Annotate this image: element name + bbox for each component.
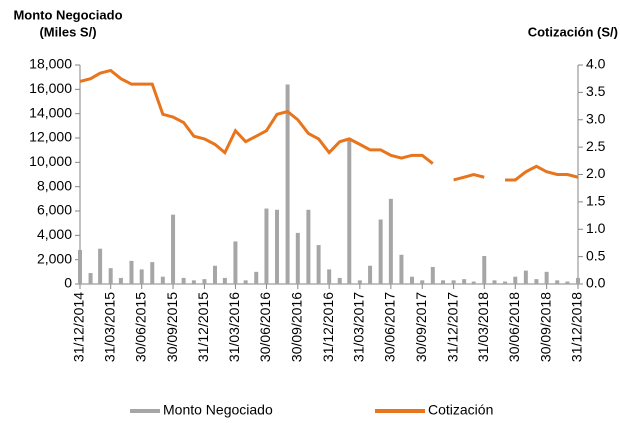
bar (430, 266, 435, 284)
legend-label: Cotización (428, 402, 493, 418)
y-tick-label: 2,000 (37, 250, 72, 266)
bar (410, 276, 414, 284)
y-tick-label: 8,000 (37, 177, 72, 193)
x-tick-label: 31/12/2015 (195, 292, 211, 362)
price-line (505, 164, 579, 182)
bar (222, 277, 227, 284)
bar (285, 84, 290, 284)
x-tick-label: 30/09/2018 (537, 292, 553, 362)
bar (503, 281, 508, 284)
y-tick-label: 4,000 (37, 226, 72, 242)
x-tick-label: 31/12/2018 (569, 292, 585, 362)
x-tick-label: 30/09/2016 (289, 292, 305, 362)
bar (523, 270, 528, 284)
y-tick-label: 0 (64, 275, 72, 291)
x-tick-label: 31/03/2016 (226, 292, 242, 362)
bar (275, 209, 280, 284)
bar (492, 280, 497, 284)
price-line (79, 68, 434, 165)
y-tick-label: 6,000 (37, 202, 72, 218)
x-tick-label: 30/06/2017 (382, 292, 398, 362)
bar (420, 280, 425, 284)
bar (78, 249, 82, 284)
x-tick-label: 30/06/2015 (132, 292, 148, 362)
bar (191, 280, 196, 284)
bar (171, 214, 176, 284)
bar (441, 280, 446, 284)
y2-tick-label: 1.0 (586, 220, 606, 236)
y-tick-label: 12,000 (29, 129, 72, 145)
bar (565, 281, 570, 284)
y2-tick-label: 3.5 (586, 83, 606, 99)
bar (150, 262, 155, 284)
bar (243, 280, 248, 284)
bar (108, 268, 113, 284)
y2-tick-label: 3.0 (586, 110, 606, 126)
y-tick-label: 10,000 (29, 153, 72, 169)
legend-label: Monto Negociado (163, 402, 273, 418)
y-axis-title: Monto Negociado (13, 7, 122, 22)
y-axis-title: (Miles S/) (39, 24, 96, 39)
bar (160, 276, 165, 284)
bar (98, 248, 103, 284)
bar (347, 138, 352, 284)
bar (118, 277, 123, 284)
bar (181, 277, 186, 284)
y2-tick-label: 0.5 (586, 247, 606, 263)
y-tick-label: 14,000 (29, 104, 72, 120)
x-tick-label: 31/12/2016 (320, 292, 336, 362)
bar (357, 280, 362, 284)
x-tick-label: 31/03/2017 (351, 292, 367, 362)
y2-axis-title: Cotización (S/) (528, 24, 618, 39)
bar (306, 209, 311, 284)
bar (368, 265, 373, 284)
x-tick-label: 31/03/2018 (475, 292, 491, 362)
bar (451, 280, 456, 284)
y2-tick-label: 2.0 (586, 165, 606, 181)
bar (316, 245, 321, 284)
y-tick-label: 18,000 (29, 56, 72, 72)
bar (88, 273, 93, 284)
bar (576, 277, 580, 284)
bar (327, 269, 332, 284)
bar (378, 219, 383, 284)
bar (139, 269, 144, 284)
bar (264, 208, 269, 284)
bar (534, 279, 539, 284)
bar (462, 279, 467, 284)
x-tick-label: 30/06/2018 (506, 292, 522, 362)
x-tick-label: 31/12/2014 (71, 292, 87, 362)
x-tick-label: 31/12/2017 (444, 292, 460, 362)
x-tick-label: 31/03/2015 (101, 292, 117, 362)
bar (337, 277, 342, 284)
bar (482, 256, 487, 284)
price-line (453, 172, 485, 182)
y2-tick-label: 0.0 (586, 275, 606, 291)
x-tick-label: 30/09/2017 (413, 292, 429, 362)
bar (233, 241, 238, 284)
x-tick-label: 30/09/2015 (164, 292, 180, 362)
y2-tick-label: 4.0 (586, 56, 606, 72)
bar (399, 254, 404, 284)
x-tick-label: 30/06/2016 (257, 292, 273, 362)
bar (129, 260, 134, 284)
bar (388, 198, 393, 284)
bar (202, 279, 207, 284)
bar (212, 265, 217, 284)
bar (295, 232, 300, 284)
bar (471, 281, 476, 284)
bar (555, 280, 560, 284)
y2-tick-label: 2.5 (586, 138, 606, 154)
y-tick-label: 16,000 (29, 80, 72, 96)
y2-tick-label: 1.5 (586, 193, 606, 209)
bar (254, 271, 259, 284)
bar (544, 271, 549, 284)
bar (513, 276, 518, 284)
